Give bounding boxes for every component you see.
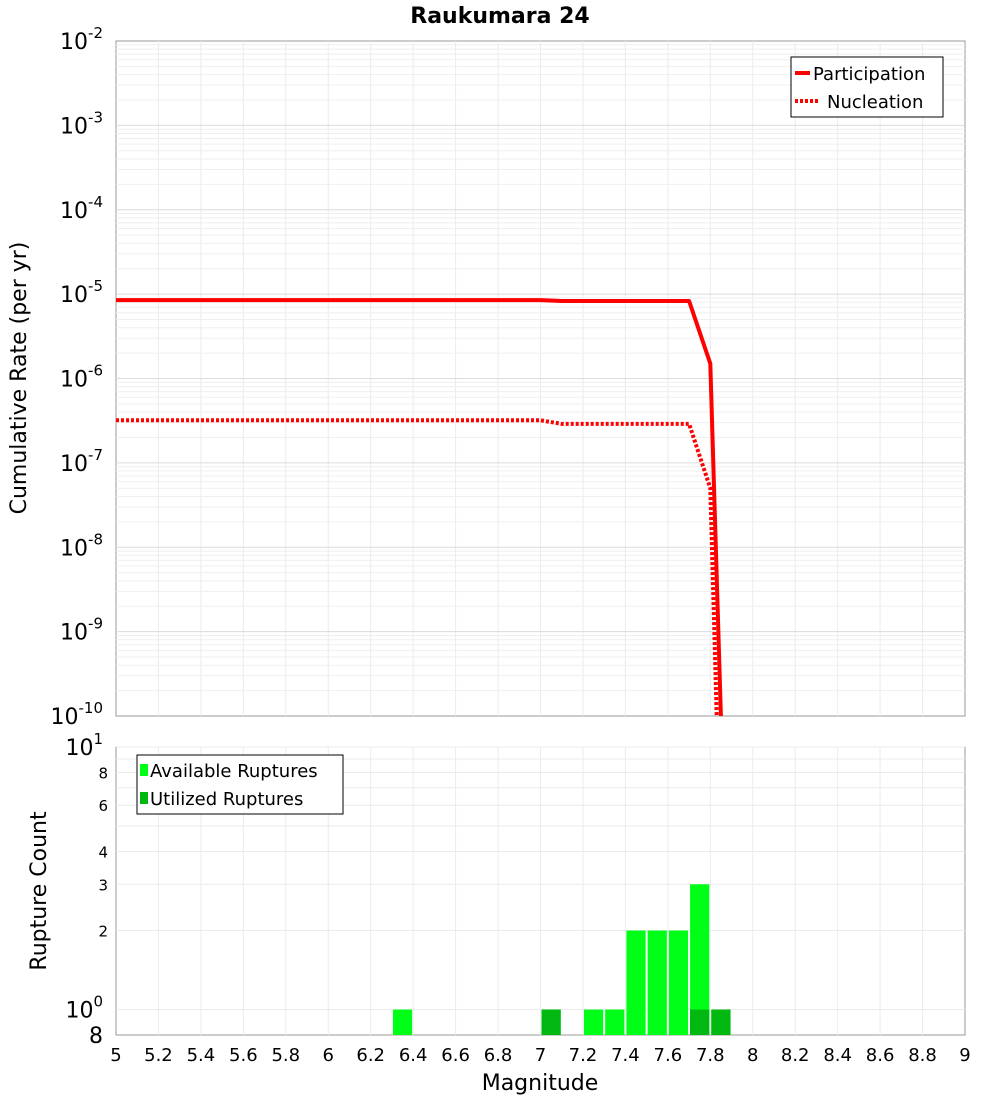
magnitude-x-tick-label: 5.2	[144, 1045, 173, 1066]
magnitude-x-tick-label: 5	[110, 1045, 121, 1066]
rupture-y-axis-label: Rupture Count	[27, 811, 52, 971]
available-rupture-bar	[583, 1009, 604, 1035]
magnitude-x-tick-label: 7.4	[611, 1045, 640, 1066]
rupture-y-tick-label-major: 101	[65, 730, 103, 761]
rate-y-ticks: 10-10 10-9 10-8 10-7 10-6 10-5 10-4 10-3 10-2	[51, 24, 104, 730]
rate-y-tick-label: 10-2	[60, 24, 103, 55]
rate-y-tick-label: 10-8	[60, 530, 103, 561]
rupture-bars	[392, 884, 731, 1035]
available-rupture-bar	[647, 930, 667, 1035]
magnitude-x-ticks: 5 5.2 5.4 5.6 5.8 6 6.2 6.4 6.6 6.8 7 7.2 7.4 7.6 7.8 8…	[110, 1045, 970, 1066]
rupture-y-tick-label-major: 8	[89, 1024, 103, 1049]
magnitude-x-tick-label: 7.6	[654, 1045, 683, 1066]
rate-series	[116, 298, 723, 717]
rate-y-tick-label: 10-6	[60, 362, 103, 393]
magnitude-x-tick-label: 7.2	[569, 1045, 598, 1066]
participation-line	[116, 298, 723, 717]
rupture-legend-box	[136, 754, 344, 815]
utilized-rupture-bar	[541, 1009, 561, 1035]
available-legend-swatch	[140, 764, 148, 776]
chart-title: Raukumara 24	[410, 4, 589, 29]
available-rupture-bar	[626, 930, 646, 1035]
rupture-y-tick-label: 6	[98, 797, 108, 815]
magnitude-x-tick-label: 6.2	[356, 1045, 385, 1066]
utilized-rupture-bar	[711, 1009, 731, 1035]
magnitude-x-tick-label: 6.6	[441, 1045, 470, 1066]
rupture-y-tick-label-major: 100	[65, 993, 103, 1024]
nucleation-legend-label: Nucleation	[827, 92, 923, 113]
rate-y-tick-label: 10-7	[60, 446, 103, 477]
rupture-grid	[116, 746, 965, 1035]
rate-y-tick-label: 10-4	[60, 193, 103, 224]
rupture-legend: Available Ruptures Utilized Ruptures	[136, 754, 344, 815]
rate-legend-box	[790, 56, 944, 118]
available-rupture-bar	[690, 884, 710, 1035]
magnitude-x-axis-label: Magnitude	[482, 1071, 599, 1096]
magnitude-x-tick-label: 9	[959, 1045, 970, 1066]
magnitude-x-tick-label: 7	[535, 1045, 546, 1066]
rate-y-tick-label: 10-3	[60, 108, 103, 139]
rupture-y-tick-label: 4	[98, 843, 108, 861]
rate-grid	[116, 41, 965, 716]
available-rupture-bar	[668, 930, 689, 1035]
participation-legend-label: Participation	[813, 64, 925, 85]
magnitude-x-tick-label: 6.4	[399, 1045, 428, 1066]
available-rupture-bar	[605, 1009, 625, 1035]
rate-y-tick-label: 10-5	[60, 277, 103, 308]
utilized-legend-label: Utilized Ruptures	[150, 789, 303, 810]
rate-y-tick-label: 10-10	[51, 699, 104, 730]
magnitude-x-tick-label: 8.4	[823, 1045, 852, 1066]
magnitude-x-tick-label: 8.6	[866, 1045, 895, 1066]
rupture-y-tick-label: 3	[98, 876, 108, 894]
magnitude-x-tick-label: 5.6	[229, 1045, 258, 1066]
available-legend-label: Available Ruptures	[150, 761, 318, 782]
magnitude-x-tick-label: 8.8	[908, 1045, 937, 1066]
magnitude-x-tick-label: 6	[323, 1045, 334, 1066]
rupture-y-tick-label: 2	[98, 923, 108, 941]
rate-plot: 10-10 10-9 10-8 10-7 10-6 10-5 10-4 10-3 10-2 Cu…	[7, 24, 966, 730]
rate-y-axis-label: Cumulative Rate (per yr)	[7, 242, 32, 515]
magnitude-x-tick-label: 8.2	[781, 1045, 810, 1066]
rate-y-tick-label: 10-9	[60, 615, 103, 646]
rate-legend: Participation Nucleation	[790, 56, 944, 118]
magnitude-x-tick-label: 5.4	[187, 1045, 216, 1066]
available-rupture-bar	[392, 1009, 413, 1035]
magnitude-x-tick-label: 6.8	[484, 1045, 513, 1066]
utilized-legend-swatch	[140, 792, 148, 804]
magnitude-x-tick-label: 7.8	[696, 1045, 725, 1066]
magnitude-x-tick-label: 8	[747, 1045, 758, 1066]
rupture-y-tick-label: 8	[98, 764, 108, 782]
magnitude-x-tick-label: 5.8	[271, 1045, 300, 1066]
utilized-rupture-bar	[690, 1009, 710, 1035]
